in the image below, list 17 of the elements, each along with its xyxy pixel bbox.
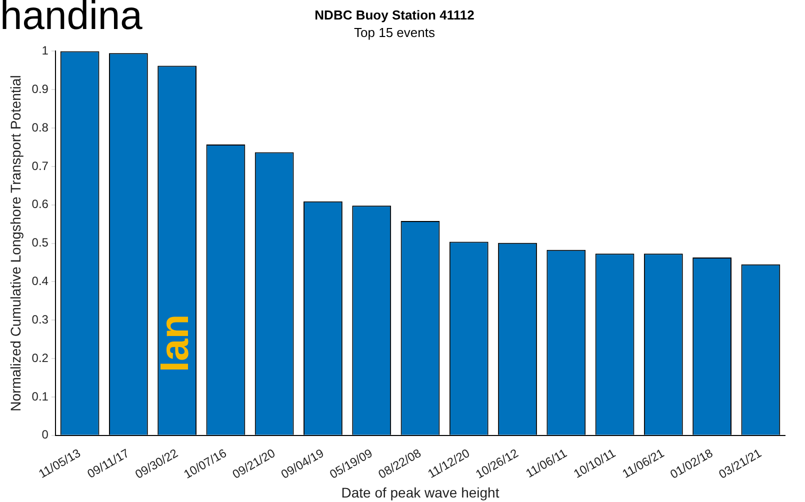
y-tick-label: 0	[42, 428, 49, 442]
y-tick-label: 1	[42, 44, 49, 58]
annotation: Ian	[153, 314, 198, 372]
y-tick-label: 0.6	[32, 197, 49, 212]
text: handina	[0, 0, 142, 39]
y-tick-label: 0.3	[32, 312, 49, 326]
y-tick-label: 0.2	[32, 350, 49, 365]
y-tick-label: 0.1	[32, 389, 49, 404]
y-axis-title: Normalized Cumulative Longshore Transport Potential	[7, 75, 24, 412]
y-tick-label: 0.8	[32, 120, 49, 134]
y-tick-label: 0.9	[32, 82, 49, 96]
chart-title: NDBC Buoy Station 41112	[314, 7, 474, 22]
y-tick-label: 0.5	[32, 236, 49, 250]
y-tick-label: 0.7	[32, 158, 49, 173]
x-axis-title: Date of peak wave height	[341, 484, 500, 500]
chart-subtitle: Top 15 events	[354, 24, 436, 40]
y-tick-label: 0.4	[32, 274, 49, 288]
